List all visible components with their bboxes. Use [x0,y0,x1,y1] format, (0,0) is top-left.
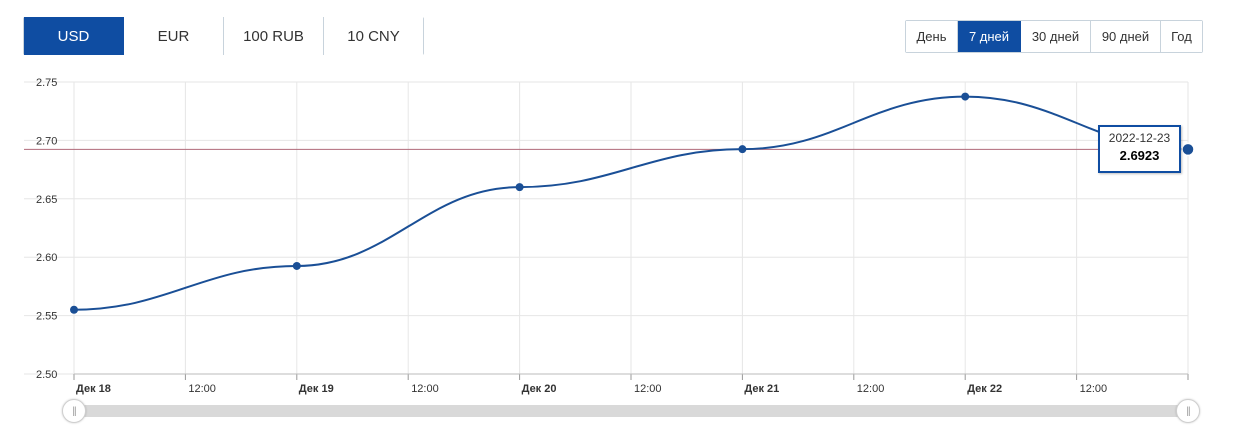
tab-30-days[interactable]: 30 дней [1021,21,1091,52]
x-tick-label-noon: 12:00 [188,383,216,395]
tab-90-days[interactable]: 90 дней [1091,21,1161,52]
y-tick-label: 2.75 [36,77,57,89]
range-navigator-track[interactable] [74,405,1188,417]
x-tick-label-day: Дек 21 [744,383,779,395]
y-tick-label: 2.60 [36,252,57,264]
y-tick-label: 2.50 [36,369,57,381]
tab-year[interactable]: Год [1161,21,1202,52]
data-point [515,183,524,192]
range-handle-left[interactable]: || [62,399,86,423]
tab-usd[interactable]: USD [24,17,124,55]
tab-eur[interactable]: EUR [124,17,224,55]
currency-tabs: USD EUR 100 RUB 10 CNY [23,17,424,55]
x-tick-label-day: Дек 18 [76,383,111,395]
tab-10-cny[interactable]: 10 CNY [324,17,423,55]
data-point [738,145,747,154]
data-point [70,305,78,314]
period-tabs: День 7 дней 30 дней 90 дней Год [905,20,1203,53]
x-tick-label-day: Дек 20 [522,383,557,395]
x-tick-label-noon: 12:00 [411,383,439,395]
range-handle-right[interactable]: || [1176,399,1200,423]
x-tick-label-noon: 12:00 [857,383,885,395]
chart-tooltip: 2022-12-23 2.6923 [1098,125,1181,173]
data-point [961,92,970,101]
tab-100-rub[interactable]: 100 RUB [224,17,324,55]
data-point [292,261,301,270]
x-tick-label-noon: 12:00 [634,383,662,395]
series-line [73,95,1189,311]
tooltip-value: 2.6923 [1119,148,1160,163]
x-tick-label-noon: 12:00 [1080,383,1108,395]
y-tick-label: 2.55 [36,311,57,323]
y-tick-label: 2.65 [36,194,57,206]
grip-icon: || [72,405,76,417]
x-tick-label-day: Дек 19 [299,383,334,395]
x-tick-label-day: Дек 22 [967,383,1002,395]
data-point-highlighted [1181,142,1195,157]
tab-day[interactable]: День [906,21,958,52]
tooltip-date: 2022-12-23 [1108,131,1171,145]
grip-icon: || [1186,405,1190,417]
tab-7-days[interactable]: 7 дней [958,21,1021,52]
y-tick-label: 2.70 [36,135,57,147]
